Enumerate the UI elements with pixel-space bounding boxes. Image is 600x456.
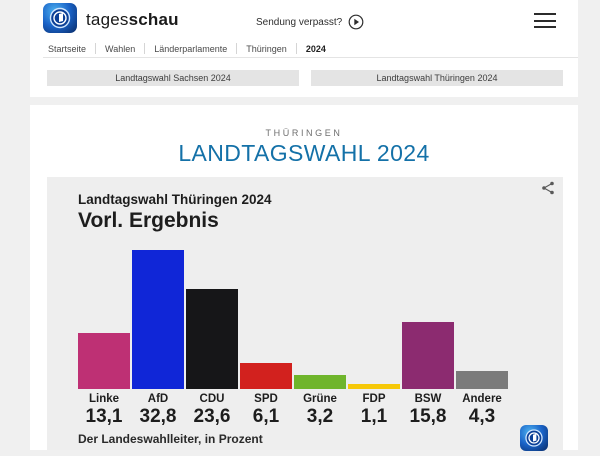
breadcrumb-item-wahlen[interactable]: Wahlen <box>105 43 136 54</box>
thueringen-election-button[interactable]: Landtagswahl Thüringen 2024 <box>311 70 563 86</box>
bar-afd <box>132 250 184 389</box>
breadcrumb-separator <box>144 43 146 54</box>
broadcast-missed-label: Sendung verpasst? <box>256 16 343 28</box>
breadcrumb-item-laenderparlamente[interactable]: Länderparlamente <box>154 43 228 54</box>
result-chart-card: Landtagswahl Thüringen 2024 Vorl. Ergebn… <box>47 177 563 451</box>
source-note: Der Landeswahlleiter, in Prozent <box>78 432 263 446</box>
main-content: THÜRINGEN LANDTAGSWAHL 2024 Landtagswahl… <box>30 105 578 451</box>
bar-value: 1,1 <box>360 406 388 427</box>
bar-value: 3,2 <box>306 406 334 427</box>
sachsen-election-button[interactable]: Landtagswahl Sachsen 2024 <box>47 70 299 86</box>
tagesschau-watermark-icon <box>520 425 548 451</box>
breadcrumb-item-2024[interactable]: 2024 <box>305 43 326 54</box>
brand-wordmark[interactable]: tagesschau <box>86 10 179 29</box>
bar-value: 23,6 <box>193 406 231 427</box>
broadcast-missed-link[interactable]: Sendung verpasst? <box>256 14 364 30</box>
bar-labels: Linke AfD CDU SPD Grüne FDP BSW Andere <box>77 393 509 405</box>
page-title: LANDTAGSWAHL 2024 <box>178 140 430 166</box>
share-icon[interactable] <box>541 181 555 195</box>
site-header: tagesschau Sendung verpasst? Startseite … <box>30 0 578 97</box>
bar-value: 6,1 <box>252 406 280 427</box>
bar-chart <box>77 249 509 389</box>
breadcrumb: Startseite Wahlen Länderparlamente Thüri… <box>43 40 578 58</box>
chart-title: Landtagswahl Thüringen 2024 <box>78 192 272 207</box>
region-kicker: THÜRINGEN <box>265 128 343 138</box>
bar-column <box>401 249 455 389</box>
bar-value: 32,8 <box>139 406 177 427</box>
bar-grüne <box>294 375 346 389</box>
bar-spd <box>240 363 292 389</box>
bar-label: FDP <box>362 393 386 405</box>
breadcrumb-item-startseite[interactable]: Startseite <box>48 43 87 54</box>
bar-andere <box>456 371 508 389</box>
breadcrumb-separator <box>95 43 97 54</box>
globe-icon <box>49 7 71 29</box>
bar-linke <box>78 333 130 389</box>
bar-bsw <box>402 322 454 389</box>
menu-hamburger-icon[interactable] <box>534 13 556 28</box>
bar-column <box>293 249 347 389</box>
breadcrumb-separator <box>236 43 238 54</box>
bar-value: 4,3 <box>468 406 496 427</box>
bar-label: BSW <box>414 393 442 405</box>
bar-column <box>131 249 185 389</box>
bar-value: 15,8 <box>409 406 447 427</box>
bar-fdp <box>348 384 400 389</box>
bar-column <box>77 249 131 389</box>
bar-label: SPD <box>254 393 278 405</box>
bar-label: CDU <box>199 393 225 405</box>
chart-subtitle: Vorl. Ergebnis <box>78 209 219 232</box>
bar-values: 13,1 32,8 23,6 6,1 3,2 1,1 15,8 4,3 <box>77 406 509 428</box>
bar-label: Linke <box>88 393 120 405</box>
bar-label: Andere <box>462 393 502 405</box>
bar-label: AfD <box>147 393 169 405</box>
breadcrumb-item-thueringen[interactable]: Thüringen <box>246 43 287 54</box>
bar-column <box>185 249 239 389</box>
play-icon[interactable] <box>348 14 364 30</box>
bar-cdu <box>186 289 238 389</box>
tagesschau-logo-icon[interactable] <box>43 3 77 33</box>
bar-column <box>347 249 401 389</box>
bar-label: Grüne <box>303 393 337 405</box>
breadcrumb-separator <box>295 43 297 54</box>
bar-value: 13,1 <box>85 406 123 427</box>
bar-column <box>239 249 293 389</box>
bar-column <box>455 249 509 389</box>
